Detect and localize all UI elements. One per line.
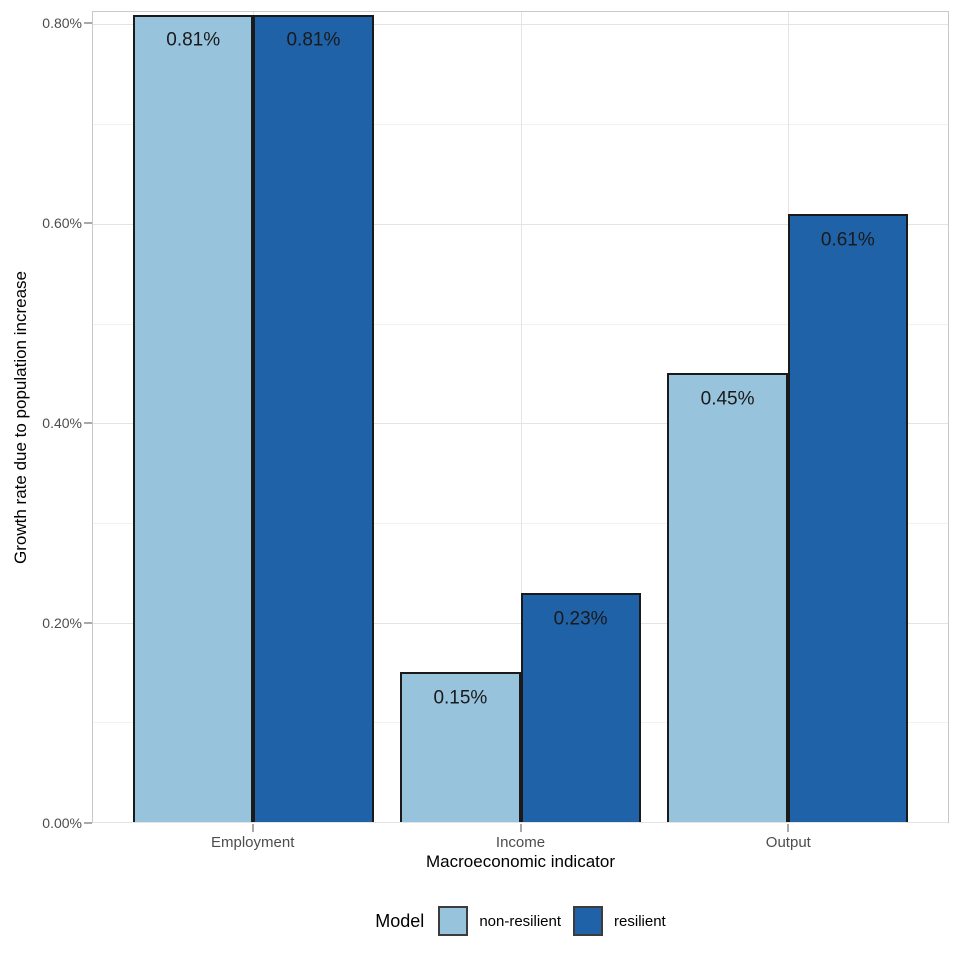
x-tick-label-employment: Employment bbox=[211, 834, 295, 851]
y-tick-label: 0.60% bbox=[42, 215, 82, 232]
y-tick-mark bbox=[84, 222, 92, 225]
legend-item-resilient: resilient bbox=[573, 906, 666, 936]
bar-value-label: 0.15% bbox=[433, 687, 488, 709]
bar-non-resilient-output bbox=[667, 373, 788, 822]
gridline-vertical bbox=[520, 12, 522, 822]
bar-value-label: 0.81% bbox=[166, 29, 221, 51]
bar-resilient-output bbox=[787, 213, 908, 822]
bar-value-label: 0.45% bbox=[700, 388, 755, 410]
legend-swatch-non-resilient bbox=[438, 906, 469, 936]
y-tick-mark bbox=[84, 422, 92, 425]
legend-label: resilient bbox=[614, 912, 666, 930]
plot-panel: 0.81% 0.15% 0.45% 0.81% 0.23% 0.61% bbox=[92, 11, 949, 823]
y-tick-label: 0.40% bbox=[42, 415, 82, 432]
x-tick-mark bbox=[251, 824, 254, 832]
x-axis-title: Macroeconomic indicator bbox=[426, 852, 615, 871]
bar-non-resilient-employment bbox=[133, 14, 254, 822]
y-tick-label: 0.80% bbox=[42, 15, 82, 32]
bar-resilient-income bbox=[520, 592, 641, 822]
bar-value-label: 0.81% bbox=[286, 29, 341, 51]
x-tick-mark bbox=[787, 824, 790, 832]
bar-non-resilient-income bbox=[400, 672, 521, 822]
legend-item-non-resilient: non-resilient bbox=[438, 906, 561, 936]
y-tick-label: 0.20% bbox=[42, 615, 82, 632]
y-tick-mark bbox=[84, 822, 92, 824]
legend: Model non-resilient resilient bbox=[92, 897, 949, 945]
legend-title: Model bbox=[375, 910, 425, 931]
gridline-major bbox=[93, 822, 948, 823]
bar-value-label: 0.61% bbox=[820, 229, 875, 251]
y-axis-tick-labels: 0.00% 0.20% 0.40% 0.60% 0.80% bbox=[0, 11, 82, 830]
x-axis: Employment Income Output bbox=[92, 823, 949, 863]
legend-label: non-resilient bbox=[479, 912, 562, 930]
x-tick-label-income: Income bbox=[495, 834, 546, 851]
x-tick-mark bbox=[519, 824, 522, 832]
y-tick-label: 0.00% bbox=[42, 815, 82, 831]
y-tick-mark bbox=[84, 622, 92, 625]
y-tick-mark bbox=[84, 22, 92, 25]
bar-resilient-employment bbox=[253, 14, 374, 822]
x-tick-label-output: Output bbox=[765, 834, 811, 851]
y-axis-tick-marks bbox=[84, 11, 92, 824]
legend-swatch-resilient bbox=[573, 906, 604, 936]
bar-value-label: 0.23% bbox=[553, 608, 608, 630]
